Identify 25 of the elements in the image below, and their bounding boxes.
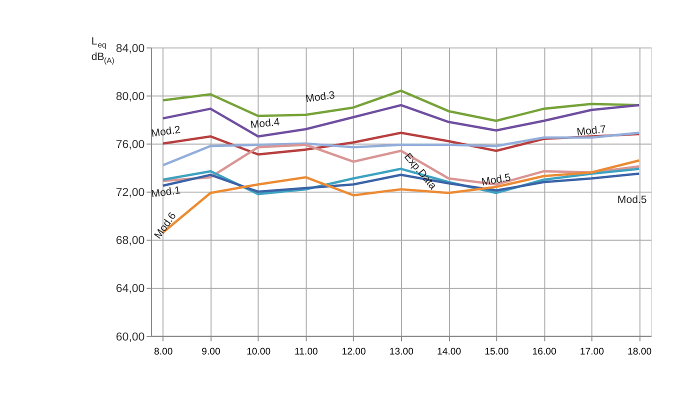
x-tick-label: 12.00 bbox=[342, 346, 366, 358]
x-tick-label: 11.00 bbox=[294, 346, 318, 358]
annotation: Mod.7 bbox=[576, 123, 607, 138]
annotation: Mod.5 bbox=[480, 172, 512, 188]
annotation: Mod.3 bbox=[304, 89, 336, 106]
annotation: Mod.2 bbox=[150, 124, 182, 140]
x-tick-label: 8.00 bbox=[154, 346, 173, 358]
x-tick-label: 14.00 bbox=[437, 346, 462, 358]
y-tick-label: 68,00 bbox=[116, 235, 145, 248]
y-tick-label: 76,00 bbox=[116, 138, 145, 151]
y-tick-label: 72,00 bbox=[116, 187, 145, 200]
y-tick-label: 60,00 bbox=[116, 331, 145, 344]
y-tick-label: 64,00 bbox=[116, 283, 145, 296]
x-tick-label: 9.00 bbox=[202, 346, 220, 358]
x-tick-label: 18.00 bbox=[628, 346, 652, 358]
annotation: Mod.4 bbox=[250, 116, 280, 132]
x-tick-label: 17.00 bbox=[580, 346, 604, 358]
x-tick-label: 13.00 bbox=[389, 346, 414, 358]
y-tick-label: 80,00 bbox=[116, 90, 145, 103]
annotation: Mod.1 bbox=[150, 184, 182, 200]
annotation: Mod.5 bbox=[617, 194, 647, 206]
x-tick-label: 10.00 bbox=[246, 346, 271, 358]
y-tick-label: 84,00 bbox=[116, 42, 145, 55]
x-tick-label: 15.00 bbox=[484, 346, 509, 358]
x-tick-label: 16.00 bbox=[532, 346, 556, 358]
